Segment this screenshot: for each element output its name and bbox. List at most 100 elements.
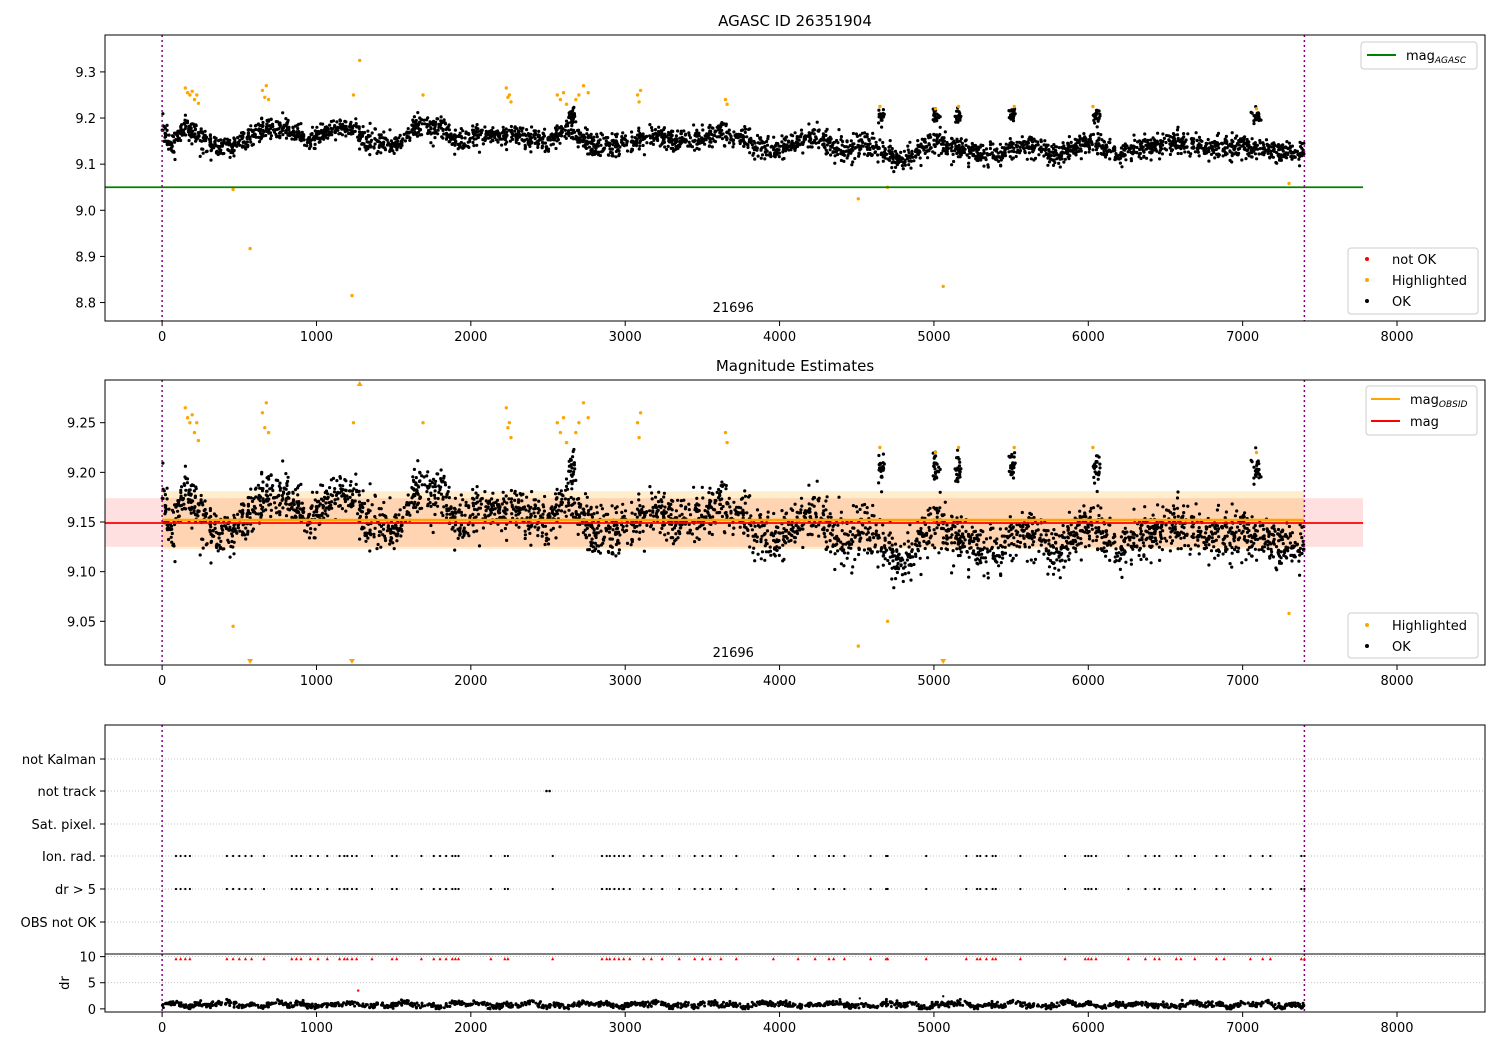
ok-point xyxy=(168,140,172,144)
ok-point xyxy=(960,525,965,529)
ok-point xyxy=(781,543,785,547)
ok-point xyxy=(453,152,457,156)
ok-point xyxy=(833,567,837,572)
ok-point xyxy=(960,141,965,145)
ok-point xyxy=(760,550,765,554)
ok-point xyxy=(373,142,377,146)
ok-point xyxy=(265,122,269,126)
ok-point xyxy=(198,139,202,143)
ok-point xyxy=(167,537,171,542)
ok-point xyxy=(271,122,275,126)
ok-point xyxy=(882,553,886,558)
ok-point xyxy=(634,144,639,148)
ok-point xyxy=(851,131,856,136)
ok-point xyxy=(868,538,872,542)
x-tick-label: 0 xyxy=(158,330,166,345)
ok-point xyxy=(959,137,963,141)
ok-point xyxy=(415,134,420,138)
highlighted-point xyxy=(192,97,197,102)
ok-point xyxy=(532,498,536,502)
ok-point xyxy=(472,530,476,534)
ok-point xyxy=(790,140,794,144)
ok-point xyxy=(365,140,369,144)
ok-point xyxy=(187,125,191,129)
ok-point xyxy=(1190,136,1194,141)
ok-point xyxy=(650,128,654,132)
ok-point xyxy=(784,541,788,545)
ok-point xyxy=(226,148,230,152)
ok-point xyxy=(1008,116,1013,120)
ok-point xyxy=(1186,132,1190,136)
ok-point xyxy=(1132,507,1136,511)
ok-point xyxy=(1119,146,1123,150)
ok-point xyxy=(923,151,927,155)
ok-point xyxy=(659,129,663,133)
ok-point xyxy=(543,141,548,145)
ok-point xyxy=(260,125,265,129)
ok-point xyxy=(521,132,525,136)
ok-point xyxy=(165,486,169,490)
ok-point xyxy=(340,133,344,137)
ok-point xyxy=(268,131,273,135)
ok-point xyxy=(1090,142,1094,147)
ok-point xyxy=(1063,157,1067,161)
ok-point xyxy=(1216,503,1221,507)
ok-point xyxy=(980,552,984,556)
ok-point xyxy=(589,136,594,140)
ok-point xyxy=(985,152,989,156)
ok-point xyxy=(574,136,579,140)
ok-point xyxy=(174,132,178,136)
ok-point xyxy=(278,501,282,505)
ok-point xyxy=(1051,150,1055,154)
ok-point xyxy=(978,152,982,156)
ok-point xyxy=(170,134,175,138)
highlighted-point xyxy=(574,97,578,102)
ok-point xyxy=(765,143,770,147)
ok-point xyxy=(1028,135,1032,139)
ok-point xyxy=(1262,143,1266,147)
ok-point xyxy=(914,148,918,152)
ok-point xyxy=(703,527,707,531)
ok-point xyxy=(453,140,458,144)
ok-point xyxy=(1233,514,1237,518)
ok-point xyxy=(668,140,672,144)
ok-point xyxy=(1233,136,1237,140)
ok-point xyxy=(893,149,898,153)
ok-point xyxy=(1032,158,1036,162)
ok-point xyxy=(1223,147,1227,151)
ok-point xyxy=(851,142,855,146)
ok-point xyxy=(1016,539,1020,544)
ok-point xyxy=(846,153,850,158)
ok-point xyxy=(1033,557,1038,562)
ok-point xyxy=(1018,540,1023,545)
ok-point xyxy=(329,119,333,124)
ok-point xyxy=(1186,150,1190,154)
ok-point xyxy=(1298,553,1302,557)
ok-point xyxy=(204,150,208,154)
ok-point xyxy=(379,151,383,155)
ok-point xyxy=(493,135,497,140)
ok-point xyxy=(1069,140,1073,144)
ok-point xyxy=(1000,153,1004,157)
ok-point xyxy=(333,129,337,133)
highlighted-point xyxy=(509,100,513,104)
ok-point xyxy=(1021,534,1025,538)
ok-point xyxy=(436,504,440,508)
ok-point xyxy=(1141,541,1145,545)
ok-point xyxy=(230,534,234,538)
ok-point xyxy=(447,128,451,132)
highlighted-point xyxy=(195,93,199,97)
ok-point xyxy=(828,512,832,516)
ok-point xyxy=(471,140,475,145)
ok-point xyxy=(951,152,955,156)
ok-point xyxy=(997,564,1001,568)
ok-point xyxy=(475,529,479,533)
ok-point xyxy=(416,459,420,463)
ok-point xyxy=(660,135,664,139)
ok-point xyxy=(632,529,636,533)
ok-point xyxy=(338,483,342,487)
ok-point xyxy=(265,129,269,133)
ok-point xyxy=(495,138,499,142)
ok-point xyxy=(1084,139,1088,143)
ok-point xyxy=(1139,529,1143,533)
